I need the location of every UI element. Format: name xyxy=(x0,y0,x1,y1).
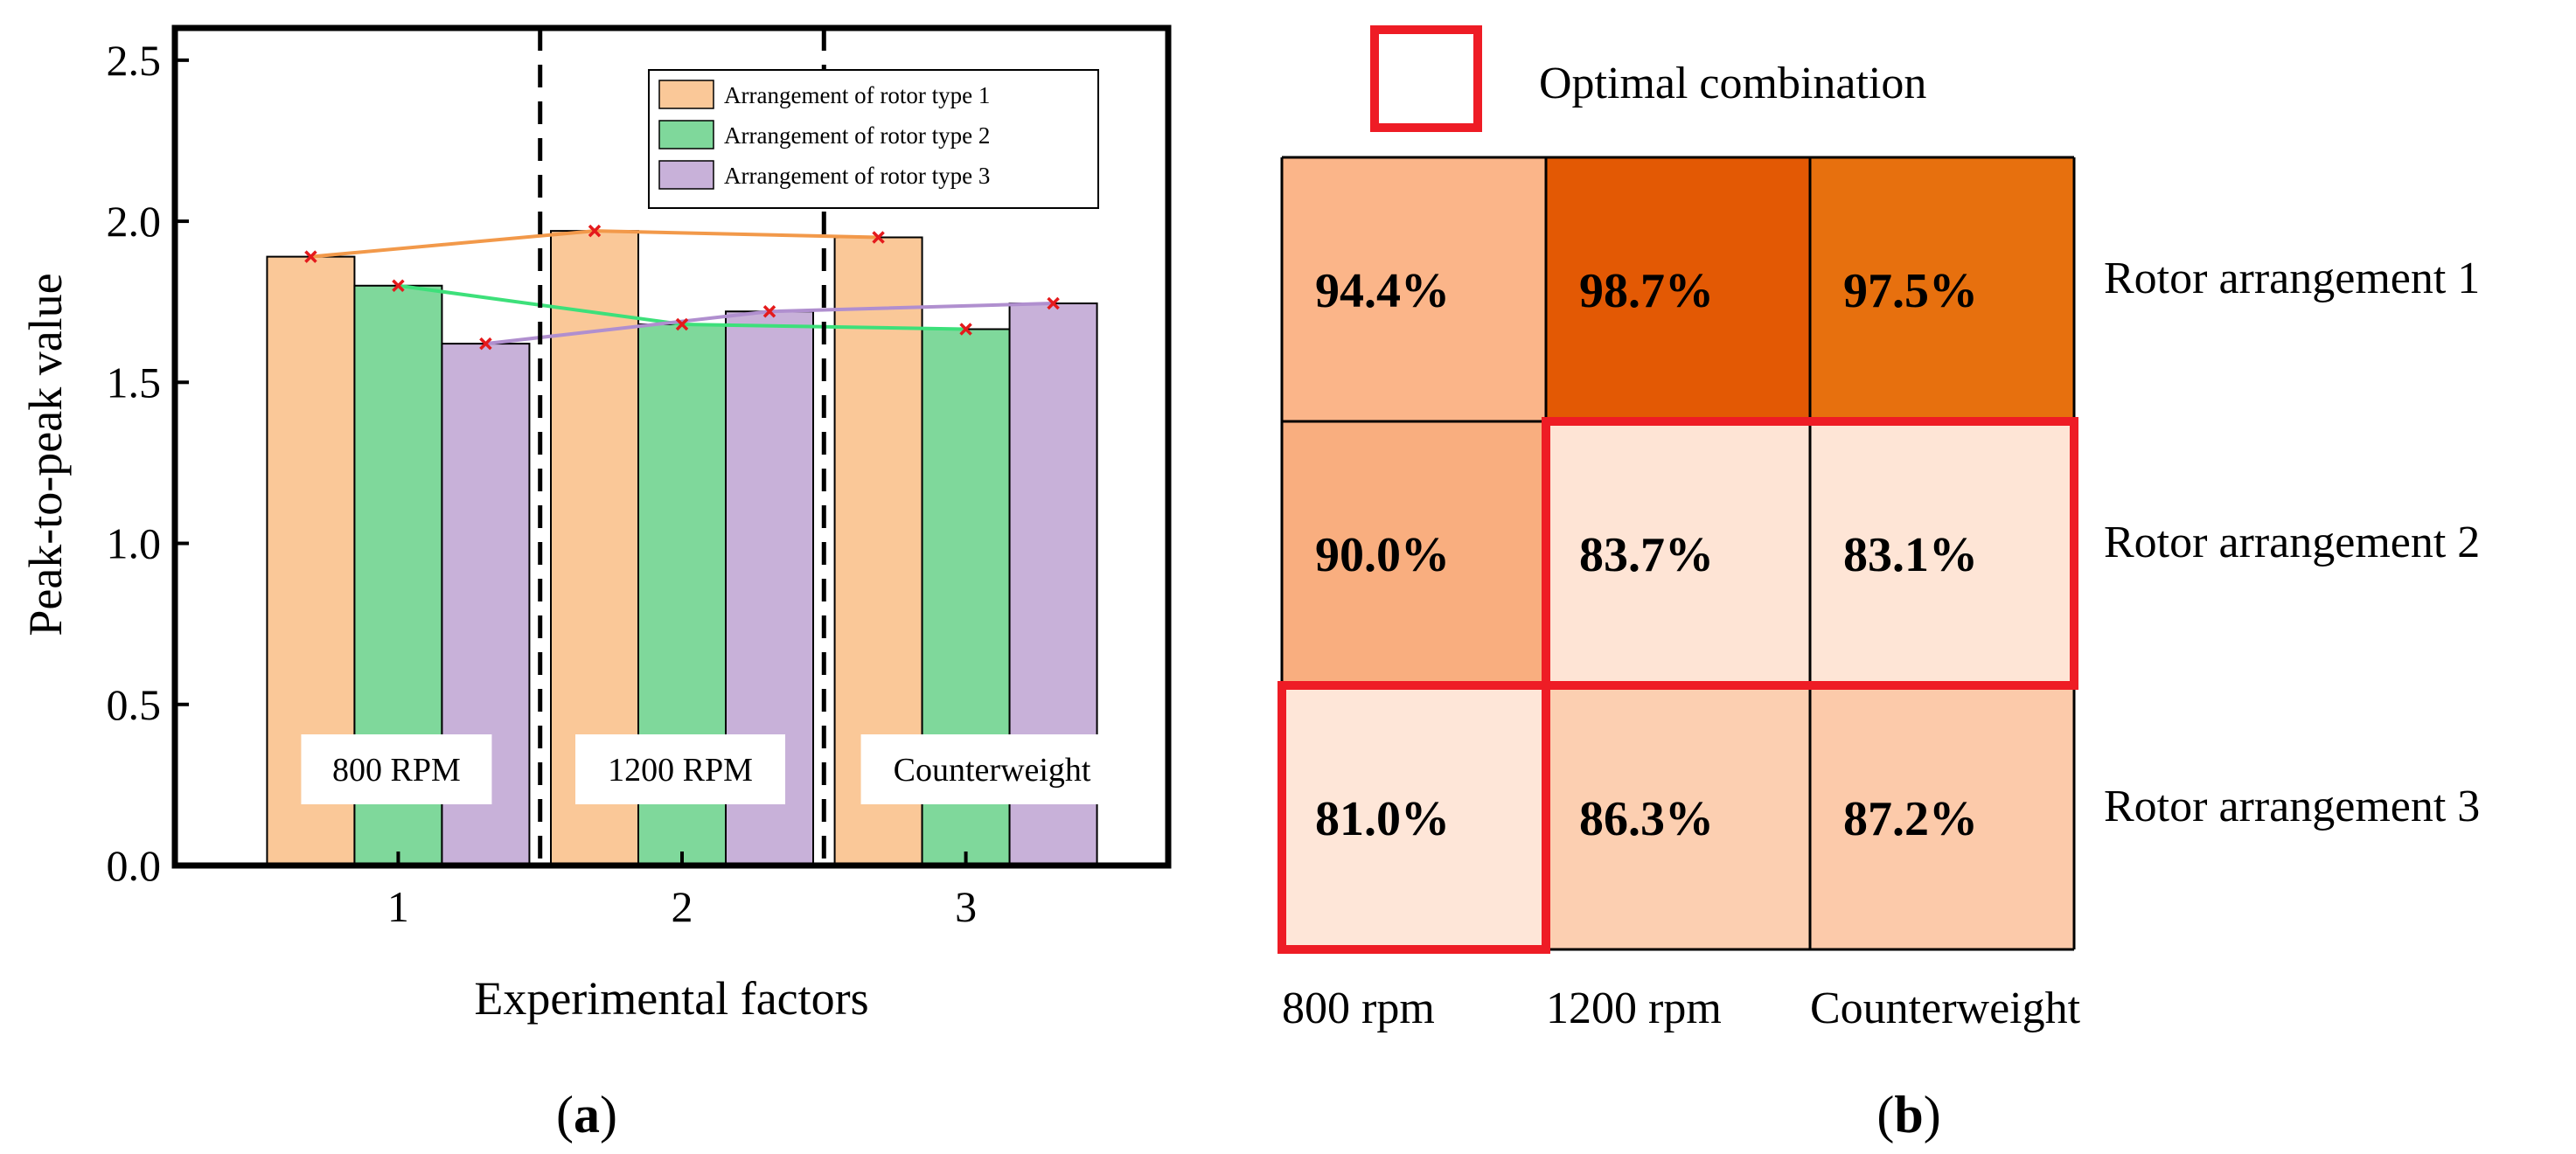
marker-s2-g3 xyxy=(959,323,972,336)
marker-s3-g1 xyxy=(479,337,492,351)
heatmap-value-r1-c2: 98.7% xyxy=(1579,264,1714,318)
y-tick-label-5: 2.0 xyxy=(107,197,162,246)
column-labels: 800 rpm 1200 rpm Counterweight xyxy=(1282,984,2081,1033)
optimal-legend-swatch xyxy=(1370,25,1482,132)
plot-frame xyxy=(171,24,1172,869)
heatmap-value-r3-c1: 81.0% xyxy=(1315,792,1450,846)
factor-label-1: 800 RPM xyxy=(332,752,461,789)
x-tick-label-3: 3 xyxy=(955,882,977,931)
factor-labels: 800 RPM 1200 RPM Counterweight xyxy=(301,734,1124,804)
heatmap-cell-r3-c1 xyxy=(1282,685,1546,949)
panel-a-caption: (a) xyxy=(556,1086,617,1144)
factor-label-2: 1200 RPM xyxy=(608,752,753,789)
legend-label-3: Arrangement of rotor type 3 xyxy=(724,163,990,189)
x-axis-ticks: 1 2 3 xyxy=(387,852,977,931)
column-label-3: Counterweight xyxy=(1810,984,2081,1033)
row-labels: Rotor arrangement 1 Rotor arrangement 2 Ro… xyxy=(2104,254,2480,831)
heatmap-cell-r3-c2 xyxy=(1546,685,1810,949)
panel-b-heatmap: Optimal combination 94.4% 98.7% 97.5% 90.0%… xyxy=(1278,25,2480,1144)
x-axis-title: Experimental factors xyxy=(474,972,868,1025)
panel-a-bar-chart: 800 RPM 1200 RPM Counterweight 0.0 0.5 1.0 1.… xyxy=(19,24,1172,1144)
column-label-1: 800 rpm xyxy=(1282,984,1435,1033)
heatmap-cell-r1-c2 xyxy=(1546,157,1810,421)
legend-swatch-2 xyxy=(658,120,714,149)
legend: Arrangement of rotor type 1 Arrangement o… xyxy=(648,69,1099,209)
heatmap-value-r2-c1: 90.0% xyxy=(1315,528,1450,582)
y-tick-label-6: 2.5 xyxy=(107,36,162,85)
optimal-legend-label: Optimal combination xyxy=(1539,59,1926,108)
optimal-highlights xyxy=(1278,417,2078,954)
factor-label-box-3 xyxy=(860,734,1124,804)
optimal-highlight-2 xyxy=(1278,681,1550,954)
heatmap-cell-r2-c1 xyxy=(1282,421,1546,685)
legend-label-2: Arrangement of rotor type 2 xyxy=(724,122,990,149)
marker-s1-g1 xyxy=(304,250,317,263)
y-tick-label-3: 1.0 xyxy=(107,519,162,568)
y-axis-ticks: 0.0 0.5 1.0 1.5 2.0 2.5 xyxy=(107,36,189,890)
factor-label-box-1 xyxy=(301,734,492,804)
marker-s2-g2 xyxy=(675,317,689,331)
row-label-1: Rotor arrangement 1 xyxy=(2104,254,2480,303)
factor-label-3: Counterweight xyxy=(894,752,1091,789)
y-tick-label-1: 0.0 xyxy=(107,841,162,890)
marker-s1-g2 xyxy=(588,224,602,238)
marker-s2-g1 xyxy=(392,279,405,293)
y-axis-title: Peak-to-peak value xyxy=(19,273,72,636)
x-tick-label-2: 2 xyxy=(672,882,693,931)
heatmap-value-r3-c3: 87.2% xyxy=(1843,792,1978,846)
heatmap-cell-r2-c3 xyxy=(1810,421,2074,685)
legend-box xyxy=(648,69,1099,209)
heatmap-value-r1-c3: 97.5% xyxy=(1843,264,1978,318)
optimal-highlight-1 xyxy=(1542,417,2078,690)
markers-layer xyxy=(304,224,1060,351)
marker-s3-g2 xyxy=(762,305,776,318)
y-tick-label-4: 1.5 xyxy=(107,358,162,407)
heatmap-value-r3-c2: 86.3% xyxy=(1579,792,1714,846)
legend-swatch-1 xyxy=(658,80,714,109)
heatmap-value-r1-c1: 94.4% xyxy=(1315,264,1450,318)
heatmap-cells: 94.4% 98.7% 97.5% 90.0% 83.7% 83.1% 81.0% 86.3%… xyxy=(1282,157,2074,949)
heatmap-cell-r2-c2 xyxy=(1546,421,1810,685)
marker-s1-g3 xyxy=(872,231,885,244)
marker-s3-g3 xyxy=(1047,296,1060,310)
legend-swatch-3 xyxy=(658,160,714,190)
heatmap-cell-r1-c1 xyxy=(1282,157,1546,421)
row-label-3: Rotor arrangement 3 xyxy=(2104,782,2480,831)
heatmap-cell-r1-c3 xyxy=(1810,157,2074,421)
column-label-2: 1200 rpm xyxy=(1546,984,1722,1033)
legend-label-1: Arrangement of rotor type 1 xyxy=(724,82,990,108)
heatmap-value-r2-c2: 83.7% xyxy=(1579,528,1714,582)
heatmap-value-r2-c3: 83.1% xyxy=(1843,528,1978,582)
factor-dividers xyxy=(538,28,826,866)
row-label-2: Rotor arrangement 2 xyxy=(2104,518,2480,567)
x-tick-label-1: 1 xyxy=(387,882,409,931)
y-tick-label-2: 0.5 xyxy=(107,680,162,729)
heatmap-cell-r3-c3 xyxy=(1810,685,2074,949)
panel-b-caption: (b) xyxy=(1876,1086,1940,1144)
factor-label-box-2 xyxy=(575,734,785,804)
